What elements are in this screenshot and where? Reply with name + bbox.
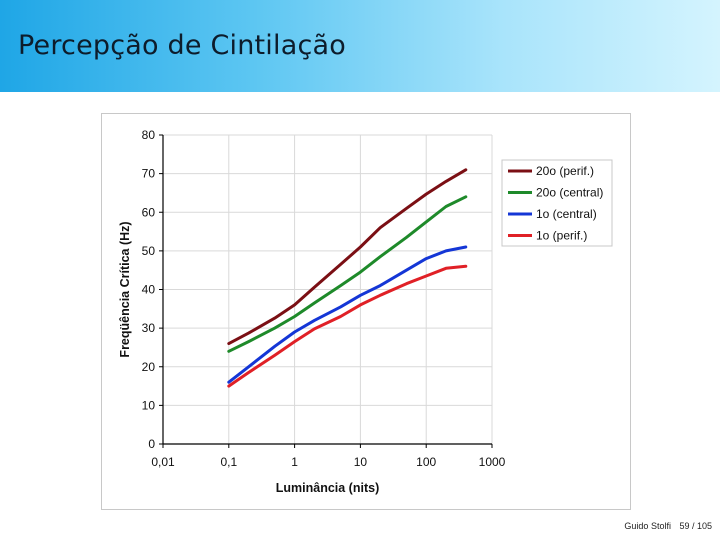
legend-label: 1o (central)	[536, 207, 597, 221]
y-tick-label: 70	[142, 167, 156, 181]
x-tick-label: 1	[291, 455, 298, 469]
y-tick-label: 0	[148, 437, 155, 451]
series-line-2	[227, 195, 468, 353]
series-line-4	[227, 264, 468, 388]
y-tick-label: 30	[142, 321, 156, 335]
x-tick-label: 10	[354, 455, 368, 469]
y-tick-label: 50	[142, 244, 156, 258]
legend-label: 20o (perif.)	[536, 164, 594, 178]
flicker-chart: 0 10 20 30 40 50 60 70 80 0,01 0,1 1 10 100 1000 Luminâ…	[118, 128, 613, 495]
series-line-1	[227, 168, 468, 346]
x-axis-label: Luminância (nits)	[276, 481, 379, 495]
legend-box	[501, 159, 613, 247]
x-tick-label: 100	[416, 455, 436, 469]
legend-label: 1o (perif.)	[536, 229, 587, 243]
y-tick-label: 40	[142, 283, 156, 297]
slide-title: Percepção de Cintilação	[18, 30, 346, 61]
y-tick-label: 60	[142, 205, 156, 219]
series-line-3	[227, 245, 468, 384]
legend-label: 20o (central)	[536, 186, 603, 200]
page-number: 59 / 105	[679, 521, 712, 531]
y-axis-label: Freqüência Crítica (Hz)	[118, 221, 132, 357]
y-tick-label: 80	[142, 128, 156, 142]
chart-frame: 0 10 20 30 40 50 60 70 80 0,01 0,1 1 10 100 1000 Luminâ…	[101, 113, 631, 510]
x-tick-label: 0,1	[220, 455, 237, 469]
title-bar: Percepção de Cintilação	[0, 0, 720, 92]
y-tick-label: 10	[142, 398, 156, 412]
author-label: Guido Stolfi	[624, 521, 671, 531]
slide-footer: Guido Stolfi 59 / 105	[618, 521, 712, 531]
x-tick-label: 1000	[479, 455, 506, 469]
x-tick-label: 0,01	[151, 455, 175, 469]
y-tick-label: 20	[142, 360, 156, 374]
